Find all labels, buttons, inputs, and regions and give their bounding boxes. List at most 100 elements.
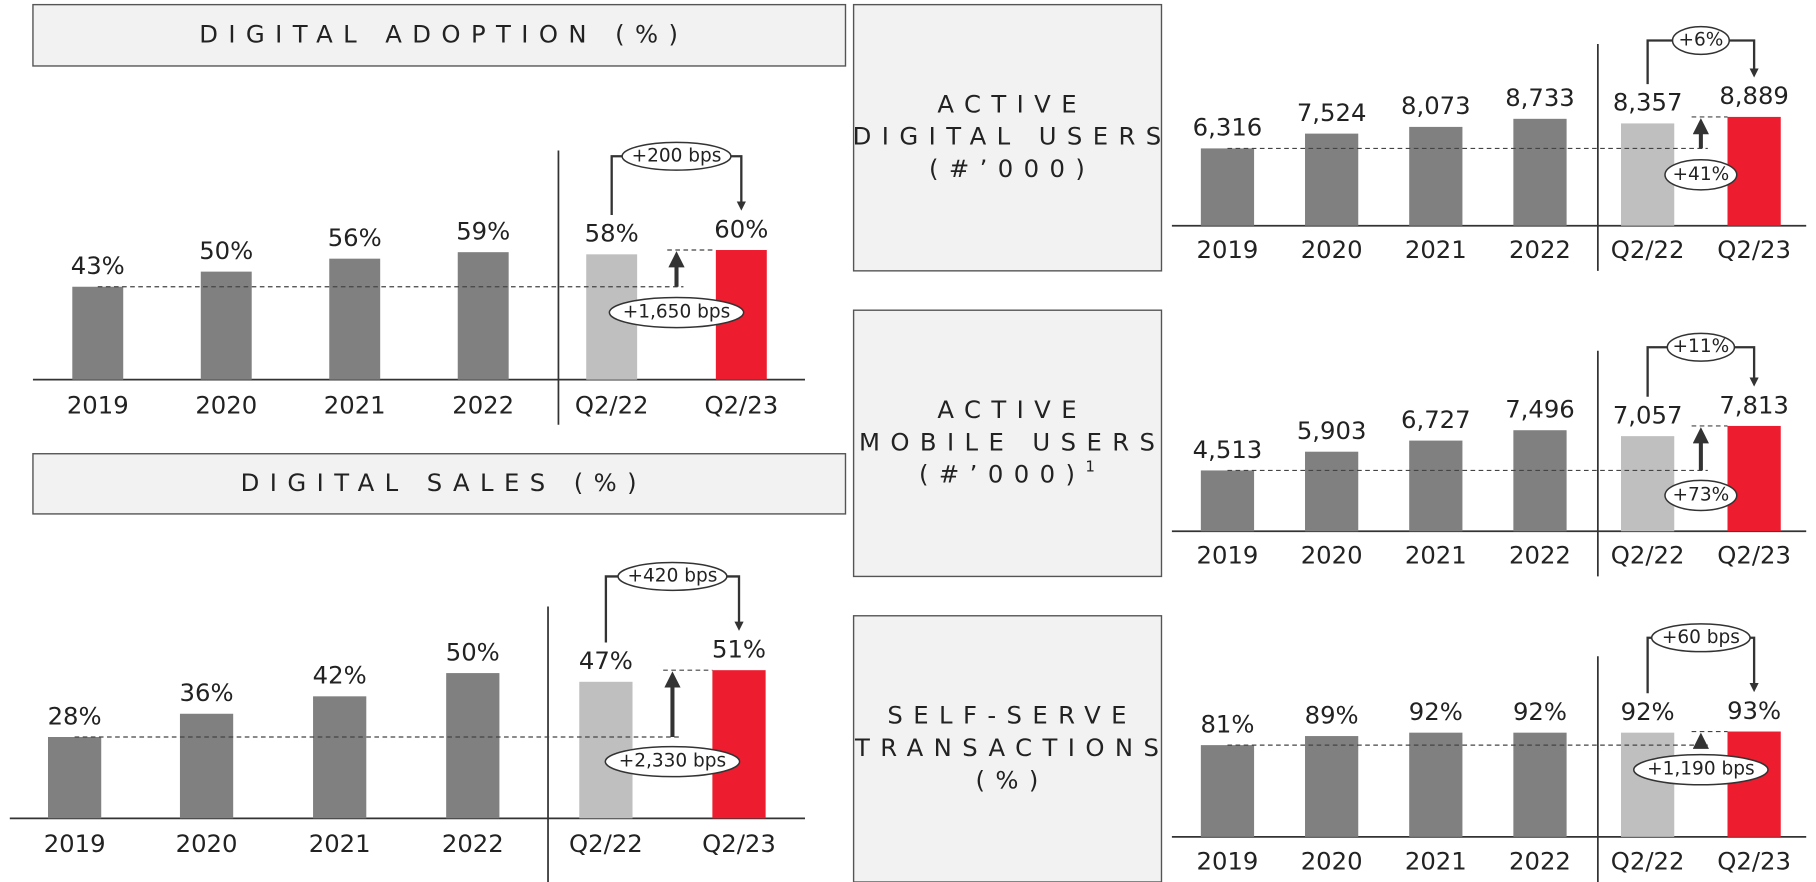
category-label: Q2/23 xyxy=(1717,541,1791,570)
bar xyxy=(1409,440,1463,532)
bar xyxy=(579,681,633,819)
category-label: 2021 xyxy=(309,829,371,858)
annotation-bubble xyxy=(1632,753,1769,786)
annotation-bubble xyxy=(1666,332,1736,362)
annotation: +11% xyxy=(1673,336,1730,357)
title-box xyxy=(32,3,847,67)
annotation-bubble xyxy=(1650,623,1751,653)
chart-title: ACTIVE xyxy=(937,89,1087,118)
bar xyxy=(1621,732,1675,837)
category-label: 2020 xyxy=(176,829,238,858)
value-label: 51% xyxy=(712,635,766,664)
bar xyxy=(1305,736,1359,837)
annotation-bubble xyxy=(1671,25,1730,56)
value-label: 6,316 xyxy=(1193,113,1263,142)
category-label: 2019 xyxy=(1197,541,1259,570)
value-label: 89% xyxy=(1305,700,1359,729)
annotation-bubble xyxy=(617,561,728,592)
bar xyxy=(1305,133,1359,226)
category-label: Q2/23 xyxy=(1717,235,1791,264)
bar xyxy=(1409,732,1463,837)
value-label: 7,057 xyxy=(1613,400,1683,429)
bar xyxy=(1513,732,1567,837)
category-label: 2022 xyxy=(1509,846,1571,875)
category-label: 2021 xyxy=(324,390,386,419)
annotation: +420 bps xyxy=(628,565,718,586)
annotation: +41% xyxy=(1673,164,1730,185)
bar xyxy=(1200,745,1255,837)
title-line: DIGITAL SALES (%) xyxy=(241,468,647,497)
category-label: Q2/22 xyxy=(575,390,649,419)
chart-title: SELF-SERVE xyxy=(887,700,1137,729)
category-label: 2021 xyxy=(1405,235,1467,264)
title-line: MOBILE USERS xyxy=(859,427,1165,456)
value-label: 92% xyxy=(1409,697,1463,726)
value-label: 8,889 xyxy=(1719,81,1789,110)
annotation: +6% xyxy=(1678,30,1723,51)
chart-title: (#’000)1 xyxy=(919,457,1105,489)
title-box xyxy=(852,309,1163,578)
annotation-bubble xyxy=(1664,479,1738,512)
category-label: 2021 xyxy=(1405,846,1467,875)
category-label: Q2/23 xyxy=(704,390,778,419)
title-box xyxy=(32,453,847,515)
value-label: 92% xyxy=(1513,697,1567,726)
bar xyxy=(179,713,234,819)
value-label: 50% xyxy=(446,637,500,666)
value-label: 5,903 xyxy=(1297,416,1367,445)
annotation: +1,650 bps xyxy=(623,302,730,323)
value-label: 56% xyxy=(328,223,382,252)
title-box xyxy=(852,615,1163,882)
chart-title: (#’000) xyxy=(929,154,1095,183)
category-label: Q2/22 xyxy=(1611,846,1685,875)
title-line: TRANSACTIONS xyxy=(854,733,1169,762)
value-label: 50% xyxy=(199,236,253,265)
bar xyxy=(1305,451,1359,532)
value-label: 60% xyxy=(714,214,768,243)
category-label: Q2/23 xyxy=(1717,846,1791,875)
title-line: SELF-SERVE xyxy=(887,700,1137,729)
value-label: 6,727 xyxy=(1401,405,1471,434)
annotation: +200 bps xyxy=(632,145,722,166)
category-label: 2022 xyxy=(442,829,504,858)
title-line: DIGITAL USERS xyxy=(853,122,1172,151)
footnote-mark: 1 xyxy=(1085,457,1105,475)
category-label: Q2/22 xyxy=(1611,541,1685,570)
chart-title: ACTIVE xyxy=(937,395,1087,424)
chart-title: DIGITAL SALES (%) xyxy=(241,468,647,497)
value-label: 92% xyxy=(1621,697,1675,726)
bar xyxy=(313,696,367,819)
value-label: 8,073 xyxy=(1401,91,1471,120)
category-label: 2020 xyxy=(1301,846,1363,875)
category-label: 2020 xyxy=(195,390,257,419)
value-label: 43% xyxy=(71,251,125,280)
category-label: 2022 xyxy=(452,390,514,419)
value-label: 93% xyxy=(1727,696,1781,725)
title-box xyxy=(852,3,1163,272)
value-label: 8,357 xyxy=(1613,88,1683,117)
chart-title: DIGITAL ADOPTION (%) xyxy=(199,19,688,48)
category-label: 2020 xyxy=(1301,541,1363,570)
title-line: ACTIVE xyxy=(937,89,1087,118)
chart-title: MOBILE USERS xyxy=(859,427,1165,456)
bar xyxy=(1727,425,1781,532)
bar xyxy=(446,673,500,819)
title-line: (%) xyxy=(976,765,1049,794)
value-label: 7,813 xyxy=(1719,390,1789,419)
annotation-bubble xyxy=(604,745,741,778)
annotation: +60 bps xyxy=(1662,627,1740,648)
value-label: 8,733 xyxy=(1505,83,1575,112)
bar xyxy=(1621,436,1675,532)
value-label: 42% xyxy=(313,661,367,690)
value-label: 81% xyxy=(1200,709,1254,738)
title-line: (#’000) xyxy=(929,154,1095,183)
title-line: (#’000) xyxy=(919,460,1085,489)
chart-title: (%) xyxy=(976,765,1049,794)
bar xyxy=(1513,430,1567,532)
category-label: 2019 xyxy=(67,390,129,419)
category-label: Q2/22 xyxy=(1611,235,1685,264)
annotation-bubble xyxy=(1664,158,1738,191)
annotation-bubble xyxy=(621,141,732,171)
title-line: DIGITAL ADOPTION (%) xyxy=(199,19,688,48)
